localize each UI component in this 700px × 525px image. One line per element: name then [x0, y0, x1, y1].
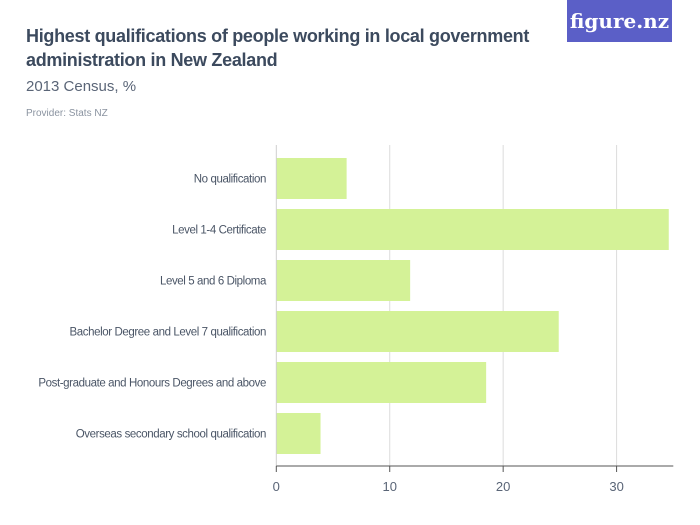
category-label: No qualification: [194, 174, 266, 186]
bar: [276, 413, 321, 454]
provider-text: Provider: Stats NZ: [26, 108, 108, 119]
figure-nz-logo[interactable]: figure.nz: [567, 0, 672, 42]
bar: [276, 158, 347, 199]
bar: [276, 311, 559, 352]
chart-title: Highest qualifications of people working…: [26, 26, 530, 70]
x-tick-label: 30: [609, 479, 623, 494]
category-label: Post-graduate and Honours Degrees and ab…: [38, 378, 266, 390]
x-tick-label: 20: [496, 479, 510, 494]
category-label: Bachelor Degree and Level 7 qualificatio…: [70, 327, 267, 339]
bar: [276, 362, 487, 403]
x-tick-label: 10: [382, 479, 396, 494]
category-label: Level 1-4 Certificate: [172, 225, 266, 237]
chart-subtitle: 2013 Census, %: [26, 78, 137, 95]
x-tick-label: 0: [273, 479, 280, 494]
bar: [276, 209, 669, 250]
category-label: Overseas secondary school qualification: [76, 429, 266, 441]
bar: [276, 260, 411, 301]
category-label: Level 5 and 6 Diploma: [160, 276, 267, 288]
